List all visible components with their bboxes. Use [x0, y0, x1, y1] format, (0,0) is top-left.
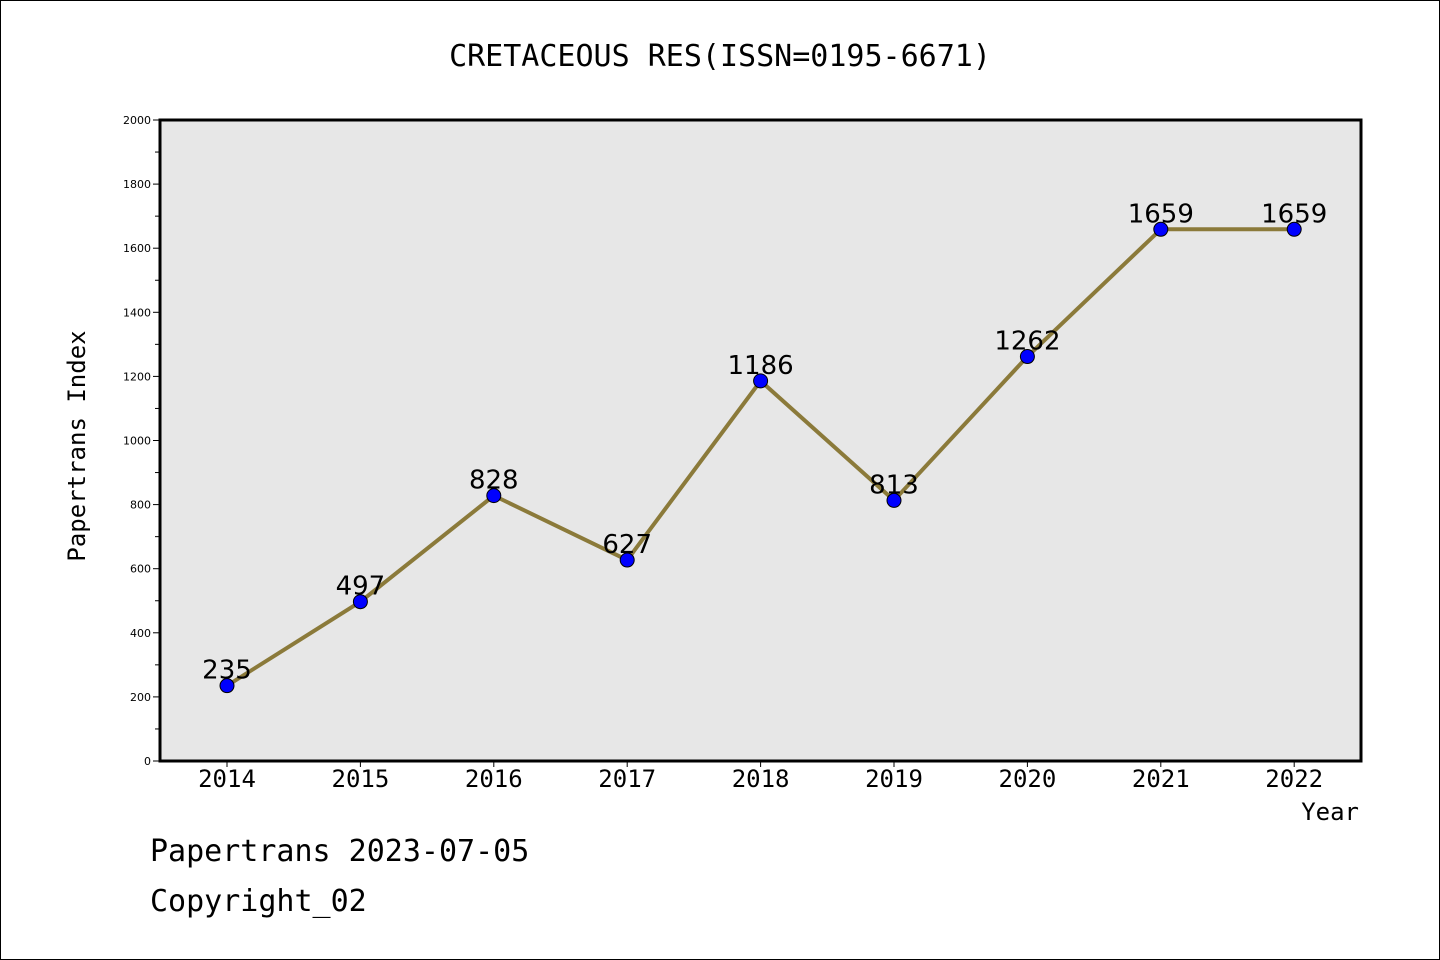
x-tick-label: 2020 [999, 765, 1057, 793]
x-tick-label: 2016 [465, 765, 523, 793]
data-label: 828 [469, 466, 519, 496]
footer-copyright: Copyright_02 [150, 884, 367, 919]
y-tick-label: 2000 [123, 114, 151, 127]
x-tick-label: 2019 [865, 765, 923, 793]
x-tick-label: 2021 [1132, 765, 1190, 793]
data-point [352, 594, 368, 610]
y-axis: 0 200 400 600 800 1000 1200 1400 1600 1800 2000 [123, 114, 160, 768]
data-label: 813 [869, 470, 919, 500]
data-label: 1659 [1261, 199, 1327, 229]
y-tick-label: 1600 [123, 242, 151, 255]
data-point [1286, 221, 1302, 237]
x-tick-label: 2022 [1265, 765, 1323, 793]
data-point [1019, 349, 1035, 365]
x-tick-label: 2017 [598, 765, 656, 793]
data-label: 1262 [994, 327, 1060, 357]
x-axis: 2014 2015 2016 2017 2018 2019 2020 2021 2022 [198, 761, 1323, 793]
chart-title: CRETACEOUS RES(ISSN=0195-6671) [449, 39, 991, 74]
y-tick-label: 600 [130, 563, 151, 576]
data-point [1153, 221, 1169, 237]
data-point [486, 488, 502, 504]
y-axis-label: Papertrans Index [63, 330, 91, 561]
data-point [753, 373, 769, 389]
data-label: 1186 [728, 351, 794, 381]
footer-date: Papertrans 2023-07-05 [150, 834, 530, 869]
y-tick-label: 1400 [123, 306, 151, 319]
y-tick-label: 200 [130, 691, 151, 704]
data-label: 497 [336, 572, 386, 602]
x-tick-label: 2015 [332, 765, 390, 793]
y-tick-label: 1800 [123, 178, 151, 191]
data-labels: 235 497 828 627 1186 813 1262 1659 1659 [202, 199, 1327, 685]
data-markers [219, 221, 1302, 694]
x-tick-label: 2018 [732, 765, 790, 793]
y-tick-label: 1200 [123, 370, 151, 383]
data-point [219, 678, 235, 694]
y-tick-label: 800 [130, 499, 151, 512]
data-label: 235 [202, 656, 252, 686]
y-tick-label: 0 [144, 755, 151, 768]
data-point [619, 552, 635, 568]
data-label: 627 [602, 530, 652, 560]
x-axis-label: Year [1301, 798, 1359, 826]
data-label: 1659 [1128, 199, 1194, 229]
x-tick-label: 2014 [198, 765, 256, 793]
y-tick-label: 1000 [123, 435, 151, 448]
data-point [886, 492, 902, 508]
y-tick-label: 400 [130, 627, 151, 640]
